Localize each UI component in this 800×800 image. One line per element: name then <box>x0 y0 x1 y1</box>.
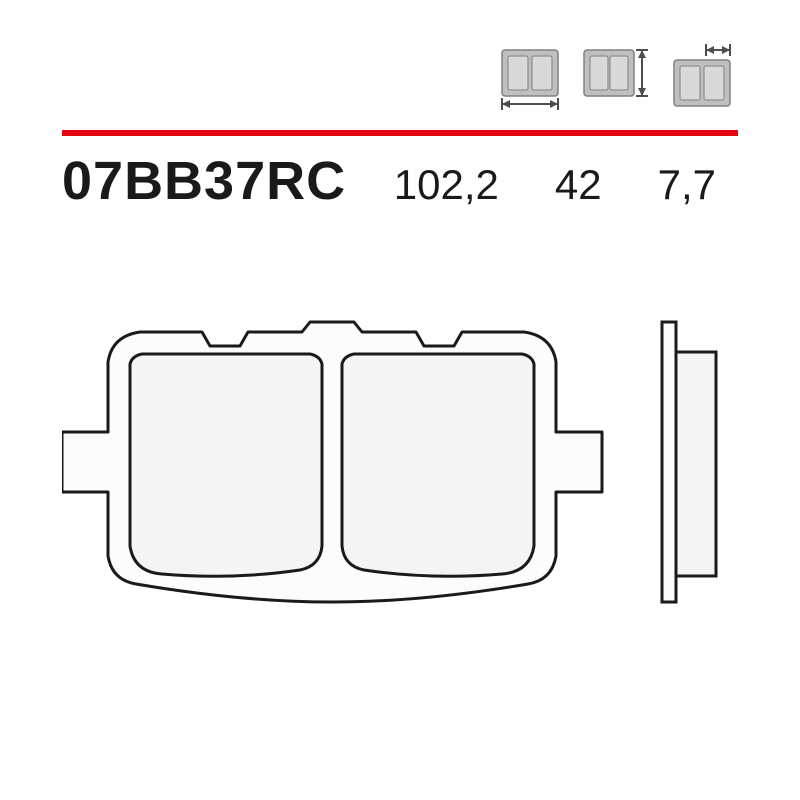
dimension-values: 102,2 42 7,7 <box>394 161 716 209</box>
dim-height: 42 <box>555 161 602 209</box>
side-view <box>662 322 716 602</box>
divider-line <box>62 130 738 136</box>
part-number: 07BB37RC <box>62 150 346 212</box>
width-icon <box>494 42 566 114</box>
height-icon <box>580 42 652 114</box>
labels-row: 07BB37RC 102,2 42 7,7 <box>62 150 738 212</box>
header-dimension-icons <box>494 42 738 114</box>
front-view <box>62 322 602 602</box>
technical-drawings <box>62 262 738 738</box>
dim-thickness: 7,7 <box>658 161 716 209</box>
dim-width: 102,2 <box>394 161 499 209</box>
thickness-icon <box>666 42 738 114</box>
technical-drawing-svg <box>62 262 738 722</box>
